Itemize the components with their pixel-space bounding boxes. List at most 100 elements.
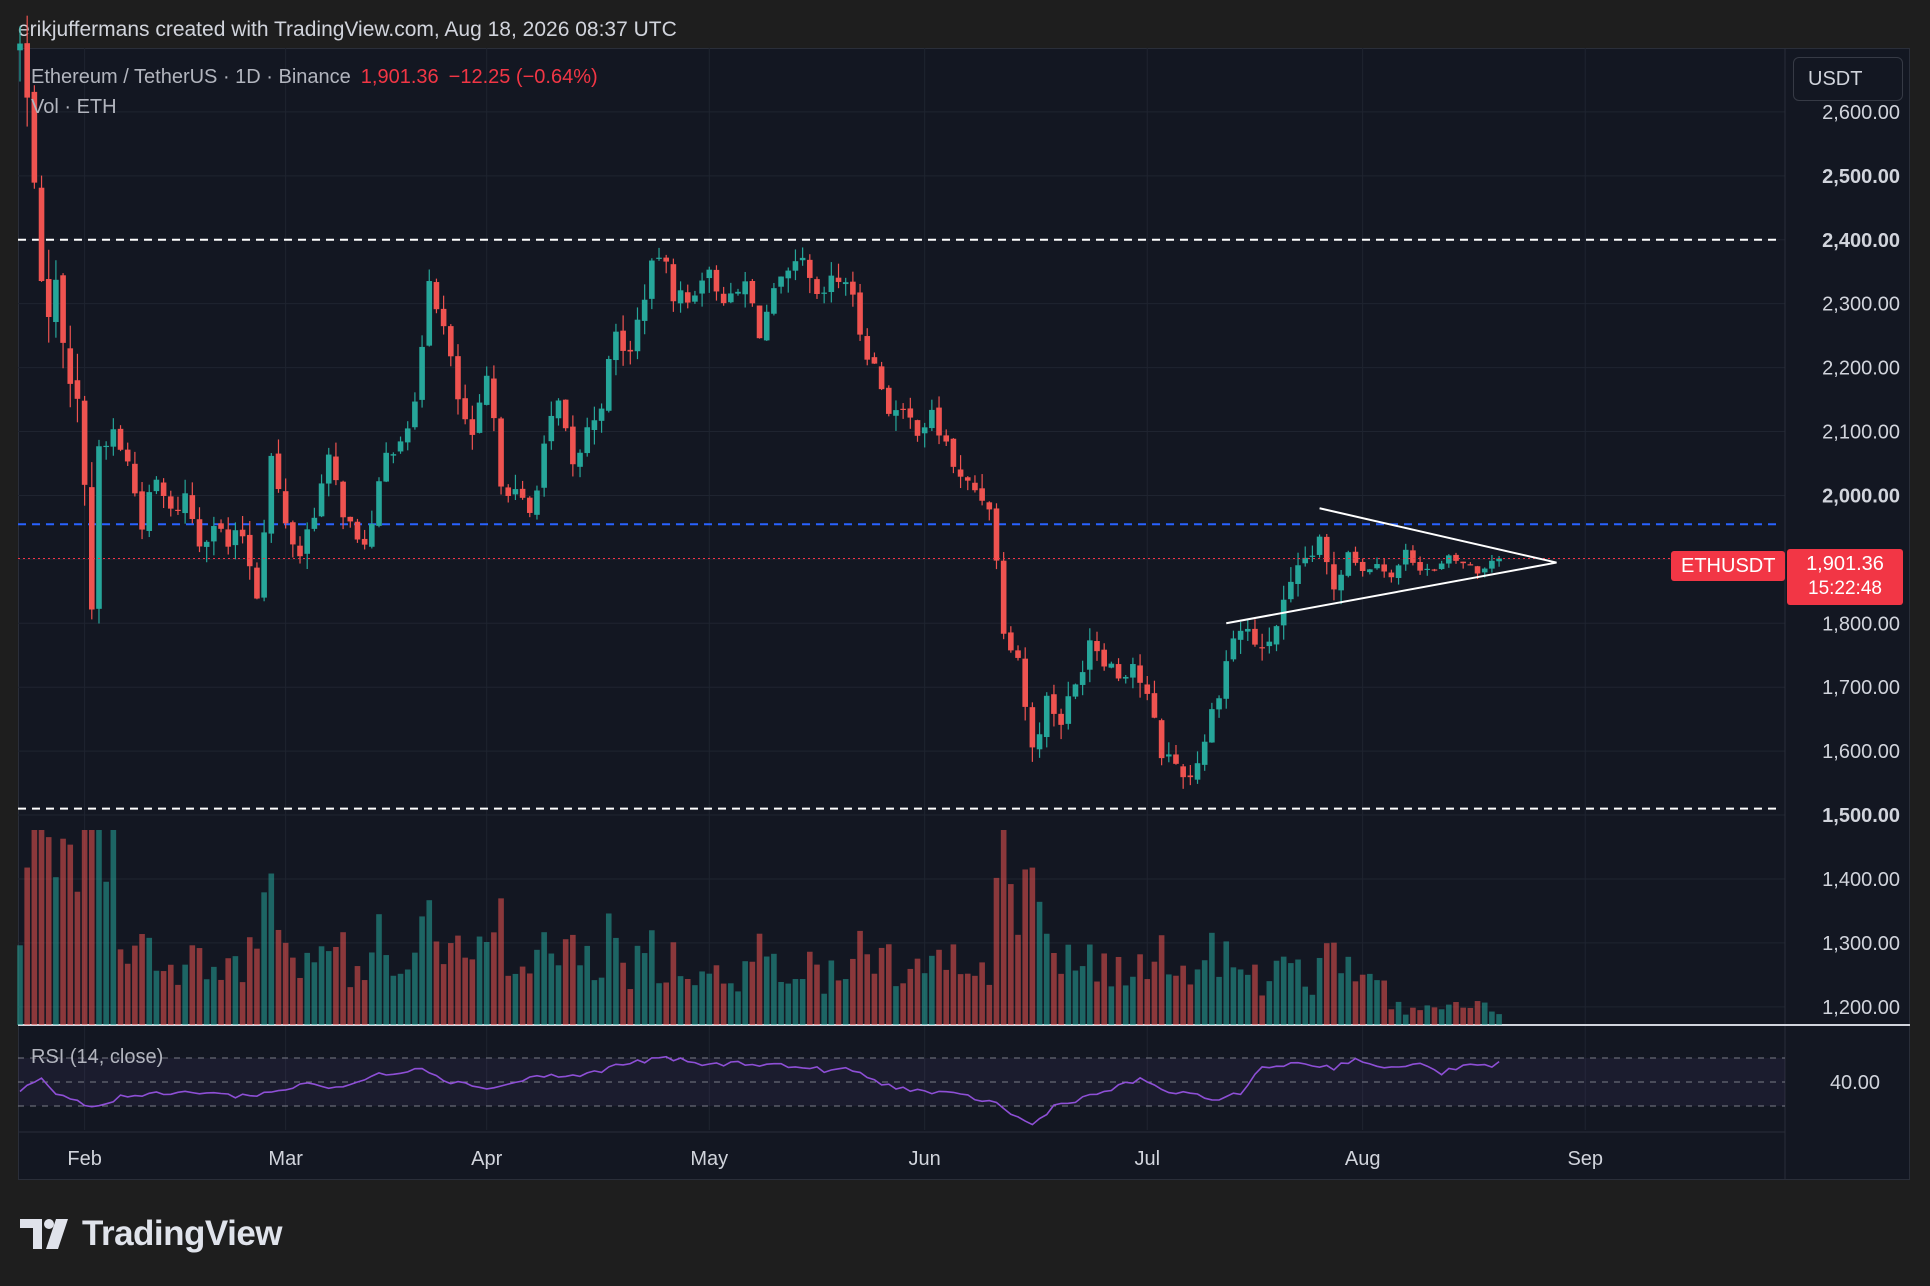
volume-bar — [275, 929, 282, 1025]
volume-bar — [282, 942, 289, 1025]
candle-body — [1087, 640, 1093, 670]
volume-bar — [986, 984, 993, 1025]
volume-legend[interactable]: Vol · ETH — [31, 96, 117, 118]
volume-bar — [771, 953, 777, 1025]
candle-body — [570, 426, 576, 465]
candle-body — [605, 359, 612, 411]
volume-bar — [153, 970, 160, 1025]
price-axis-tick-label: 2,400.00 — [1822, 230, 1900, 252]
candle-body — [907, 408, 914, 418]
volume-bar — [1331, 942, 1337, 1025]
volume-bar — [17, 945, 23, 1025]
price-axis-tick-label: 2,000.00 — [1822, 485, 1900, 507]
candle-body — [1144, 684, 1151, 694]
volume-bar — [304, 952, 310, 1025]
symbol-title[interactable]: Ethereum / TetherUS · 1D · Binance — [31, 66, 351, 88]
candle-body — [512, 489, 519, 495]
volume-bar — [1079, 966, 1086, 1025]
candle-body — [1331, 564, 1337, 590]
candle-body — [1058, 713, 1064, 725]
candle-body — [347, 516, 354, 522]
candle-body — [541, 443, 547, 488]
candle-body — [921, 427, 928, 434]
candle-body — [383, 452, 389, 482]
volume-bar — [390, 975, 397, 1025]
tradingview-logo[interactable]: TradingView — [20, 1214, 283, 1254]
volume-bar — [929, 955, 935, 1025]
candle-body — [476, 402, 483, 433]
candle-body — [483, 375, 490, 405]
candle-body — [749, 280, 756, 304]
volume-bar — [548, 953, 555, 1025]
volume-bar — [1431, 1007, 1438, 1025]
candle-body — [684, 292, 691, 303]
candle-body — [598, 408, 605, 421]
volume-bar — [412, 952, 418, 1025]
rsi-legend[interactable]: RSI (14, close) — [31, 1046, 164, 1068]
volume-bar — [670, 942, 677, 1025]
candle-body — [1000, 560, 1007, 634]
candle-body — [950, 438, 957, 467]
currency-button[interactable]: USDT — [1793, 57, 1903, 101]
volume-bar — [24, 867, 30, 1025]
candle-body — [218, 523, 224, 529]
candle-body — [627, 349, 634, 352]
volume-bar — [1266, 981, 1273, 1025]
volume-bar — [60, 838, 66, 1025]
volume-bar — [67, 844, 74, 1025]
candle-body — [591, 420, 598, 430]
candle-body — [182, 493, 188, 514]
volume-bar — [792, 979, 799, 1025]
volume-bar — [641, 953, 648, 1025]
volume-bar — [1065, 944, 1072, 1025]
candle-body — [455, 356, 461, 400]
candle-body — [1302, 557, 1309, 564]
candle-body — [1381, 564, 1387, 572]
volume-bar — [239, 982, 246, 1025]
volume-bar — [943, 969, 950, 1025]
volume-bar — [993, 877, 1000, 1025]
volume-bar — [1237, 969, 1244, 1025]
time-axis-tick-label: Jul — [1134, 1148, 1160, 1170]
candle-body — [89, 487, 95, 610]
candle-body — [1367, 569, 1373, 573]
candle-body — [124, 449, 131, 462]
candle-body — [1402, 549, 1409, 565]
volume-bar — [828, 960, 835, 1025]
tradingview-logo-text: TradingView — [82, 1214, 283, 1253]
volume-bar — [1000, 830, 1007, 1025]
candle-body — [1489, 560, 1495, 569]
candle-body — [1108, 663, 1115, 668]
candle-body — [1395, 565, 1402, 578]
candle-body — [1252, 628, 1258, 645]
candle-body — [1051, 694, 1057, 714]
candle-body — [692, 295, 698, 302]
volume-bar — [469, 959, 476, 1025]
volume-bar — [189, 945, 196, 1025]
volume-bar — [1323, 943, 1330, 1025]
volume-bar — [605, 913, 612, 1025]
volume-bar — [1187, 984, 1194, 1025]
volume-bar — [96, 830, 102, 1025]
volume-bar — [692, 985, 698, 1025]
candle-body — [634, 319, 641, 352]
volume-bar — [1417, 1010, 1423, 1025]
symbol-legend[interactable]: Ethereum / TetherUS · 1D · Binance 1,901.… — [31, 66, 598, 89]
volume-bar — [763, 956, 770, 1025]
volume-bar — [534, 949, 540, 1025]
time-axis-tick-label: Sep — [1567, 1148, 1603, 1170]
candle-body — [1223, 661, 1230, 699]
time-axis-tick-label: Feb — [67, 1148, 101, 1170]
volume-bar — [1244, 974, 1251, 1025]
candle-body — [412, 401, 418, 428]
candle-body — [225, 529, 232, 547]
candle-body — [613, 331, 619, 361]
volume-bar — [807, 951, 813, 1025]
time-axis-tick-label: May — [690, 1148, 728, 1170]
volume-bar — [1302, 986, 1309, 1025]
volume-bar — [1496, 1014, 1502, 1025]
volume-bar — [1338, 973, 1344, 1025]
volume-bar — [1173, 975, 1179, 1025]
candle-body — [1130, 664, 1136, 678]
